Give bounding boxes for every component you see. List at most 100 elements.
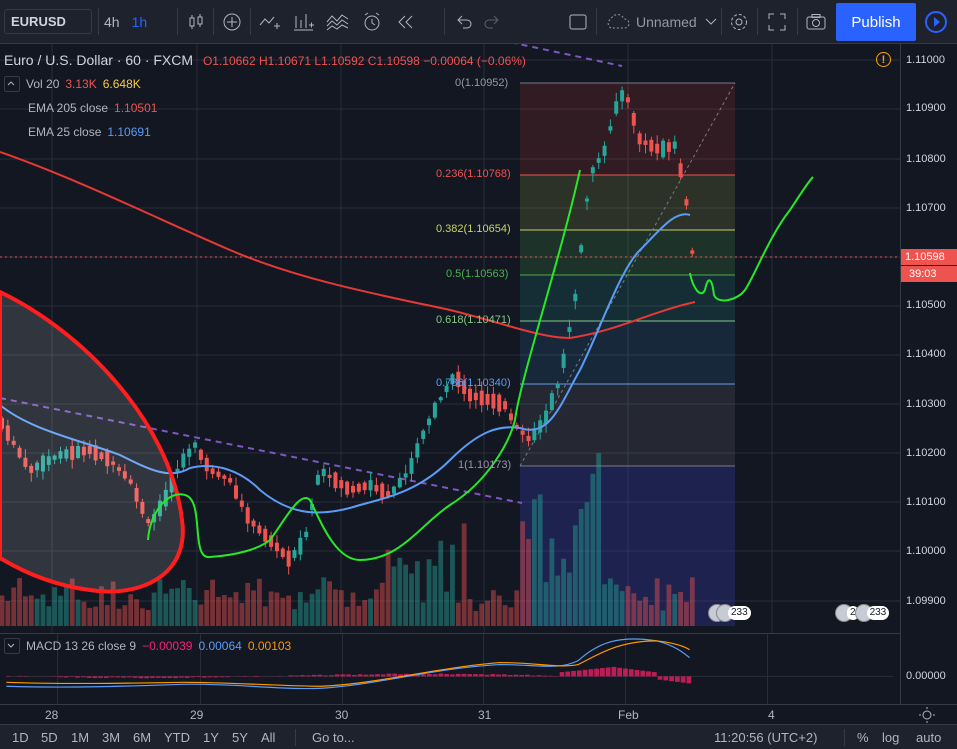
goto-button[interactable]: Go to...	[312, 730, 355, 745]
undo-icon[interactable]	[450, 8, 478, 36]
indicator-value: 3.13K	[65, 77, 97, 91]
candle-body	[134, 487, 139, 502]
indicator-row-ema205[interactable]: EMA 205 close 1.10501	[4, 96, 526, 120]
candle-body	[181, 453, 186, 468]
range-5y-button[interactable]: 5Y	[232, 730, 248, 745]
macd-bar	[530, 675, 536, 677]
candle-body	[391, 486, 396, 494]
macd-bar	[496, 674, 501, 677]
candle-body	[198, 449, 203, 460]
clock[interactable]: 11:20:56 (UTC+2)	[714, 730, 818, 745]
macd-bar	[484, 674, 490, 677]
volume-bar	[280, 597, 286, 626]
volume-bar	[75, 599, 81, 626]
bar-countdown: 39:03	[901, 266, 957, 282]
range-3m-button[interactable]: 3M	[102, 730, 121, 745]
chevron-down-icon[interactable]	[701, 8, 721, 36]
symbol-title[interactable]: Euro / U.S. Dollar · 60 · FXCM	[4, 52, 194, 68]
macd-bar	[138, 676, 144, 679]
trendline[interactable]	[500, 44, 623, 67]
macd-bar	[525, 674, 530, 677]
macd-bar	[328, 675, 334, 677]
candle-body	[649, 139, 654, 152]
volume-bar	[239, 602, 245, 626]
divider	[177, 8, 178, 35]
macd-bar	[576, 670, 582, 677]
price-axis[interactable]	[900, 44, 957, 704]
fullscreen-square-icon[interactable]	[564, 8, 592, 36]
range-ytd-button[interactable]: YTD	[164, 730, 190, 745]
volume-bar	[608, 578, 613, 626]
volume-bar	[444, 591, 449, 626]
replay-icon[interactable]	[392, 8, 420, 36]
indicator-row-volume[interactable]: Vol 20 3.13K 6.648K	[4, 72, 526, 96]
volume-bar	[520, 521, 526, 626]
settings-sun-icon[interactable]	[918, 706, 936, 727]
volume-bar	[104, 605, 110, 626]
candle-body	[11, 440, 16, 445]
event-badge[interactable]: 2 233	[835, 604, 890, 622]
play-icon[interactable]	[918, 3, 954, 41]
candle-body	[216, 471, 221, 477]
indicator-name: Vol 20	[26, 77, 60, 91]
range-1y-button[interactable]: 1Y	[203, 730, 219, 745]
candles-icon[interactable]	[182, 8, 210, 36]
divider	[596, 8, 597, 35]
collapse-icon[interactable]	[4, 76, 20, 92]
layout-name[interactable]: Unnamed	[636, 13, 697, 30]
log-toggle[interactable]: log	[882, 730, 900, 745]
range-5d-button[interactable]: 5D	[41, 730, 58, 745]
publish-button[interactable]: Publish	[836, 3, 916, 41]
event-count: 2	[847, 606, 859, 620]
alert-clock-icon[interactable]	[358, 8, 386, 36]
percent-toggle[interactable]: %	[857, 730, 869, 745]
macd-bar	[86, 676, 92, 678]
candle-body	[52, 455, 57, 460]
volume-bar	[678, 591, 683, 626]
macd-pane[interactable]	[0, 633, 900, 704]
volume-bar	[491, 590, 496, 626]
event-count: 233	[866, 606, 890, 620]
symbol-search[interactable]: EURUSD	[4, 9, 92, 34]
price-chart[interactable]	[0, 44, 900, 633]
interval-1h-button[interactable]: 1h	[131, 13, 148, 30]
green-drawing	[147, 169, 581, 562]
camera-icon[interactable]	[802, 8, 830, 36]
fib-retracement[interactable]	[519, 82, 736, 626]
volume-bar	[654, 578, 660, 626]
warning-icon[interactable]: !	[876, 52, 891, 67]
auto-toggle[interactable]: auto	[916, 730, 942, 745]
volume-bar	[134, 599, 139, 626]
indicator-name: EMA 25 close	[28, 125, 102, 139]
collapse-icon[interactable]	[4, 638, 20, 654]
divider	[250, 8, 251, 35]
volume-bar	[0, 595, 5, 626]
macd-bar	[473, 674, 478, 677]
time-axis[interactable]: 28 29 30 31 Feb 4	[0, 704, 957, 724]
gear-icon[interactable]	[725, 8, 753, 36]
range-1m-button[interactable]: 1M	[71, 730, 90, 745]
macd-bar	[294, 675, 300, 677]
candle-body	[625, 97, 630, 103]
range-6m-button[interactable]: 6M	[133, 730, 152, 745]
add-indicator-icon[interactable]	[218, 8, 246, 36]
trendline[interactable]	[0, 397, 523, 504]
divider	[295, 729, 296, 746]
macd-bar	[109, 676, 115, 678]
redo-icon[interactable]	[478, 8, 506, 36]
expand-icon[interactable]	[763, 8, 791, 36]
macd-bar	[455, 673, 461, 677]
macd-title[interactable]: MACD 13 26 close 9	[26, 639, 137, 653]
indicator-row-ema25[interactable]: EMA 25 close 1.10691	[4, 120, 526, 144]
macd-bar	[605, 667, 611, 677]
volume-bar	[333, 589, 338, 626]
range-1d-button[interactable]: 1D	[12, 730, 29, 745]
indicators-icon[interactable]	[290, 8, 318, 36]
templates-icon[interactable]	[324, 8, 352, 36]
range-all-button[interactable]: All	[261, 730, 276, 745]
event-badge[interactable]: 233	[708, 604, 751, 622]
interval-4h-button[interactable]: 4h	[104, 13, 120, 30]
volume-bar	[561, 558, 566, 626]
compare-icon[interactable]	[256, 8, 284, 36]
candle-body	[222, 475, 227, 479]
